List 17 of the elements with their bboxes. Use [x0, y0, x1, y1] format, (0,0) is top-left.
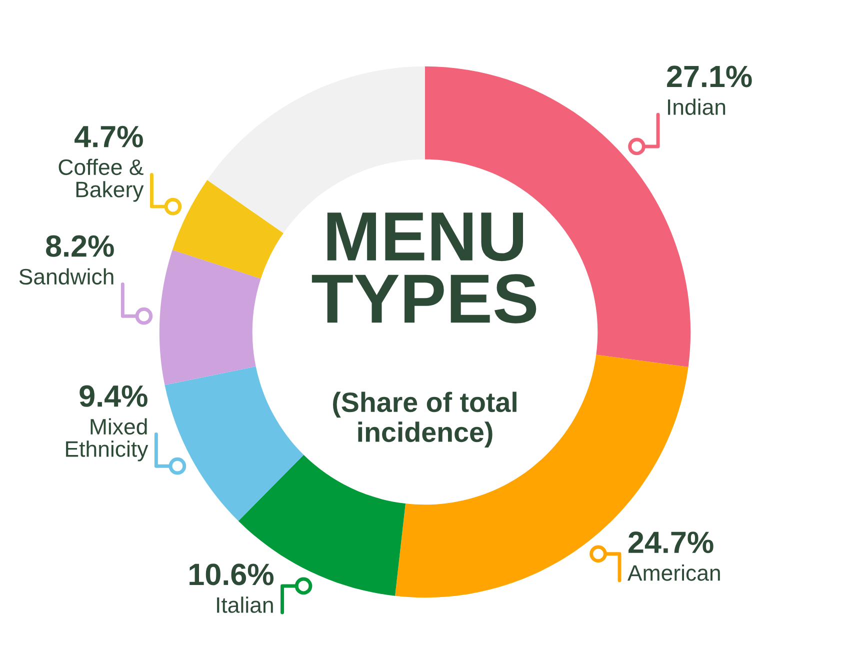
donut-slice — [164, 366, 304, 521]
slice-label: Italian — [217, 596, 273, 613]
slice-label: American — [628, 564, 720, 581]
data-label: 4.7% — [74, 126, 143, 148]
slice-label: Coffee & Bakery — [58, 158, 144, 202]
slice-label: Sandwich — [19, 268, 114, 285]
data-label: 8.2% — [46, 235, 114, 257]
data-label: 24.7% — [628, 532, 714, 554]
data-label: 27.1% — [667, 66, 752, 88]
text: (Share of total incidence) — [333, 392, 516, 448]
slice-label: Mixed Ethnicity — [66, 418, 148, 462]
slice-label: Indian — [668, 98, 726, 115]
data-label: 9.4% — [80, 385, 148, 407]
text: MENU TYPES — [312, 212, 536, 324]
donut-slice — [172, 180, 284, 279]
donut-slice — [159, 250, 261, 386]
data-label: 10.6% — [190, 564, 274, 586]
